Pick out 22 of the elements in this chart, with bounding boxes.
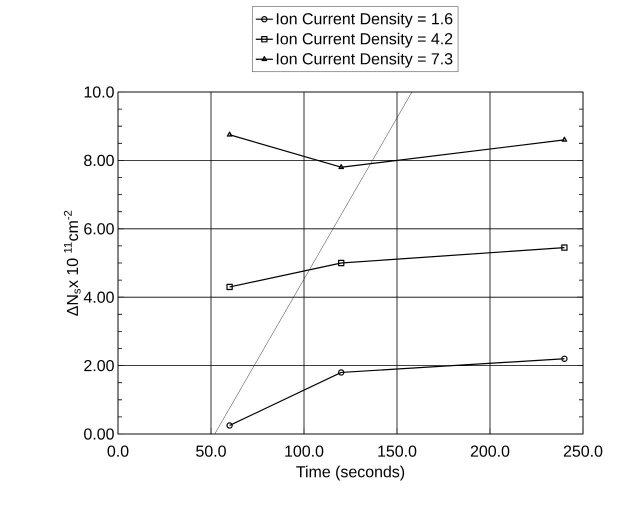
x-tick-label: 150.0 bbox=[378, 446, 416, 457]
y-tick-label: 2.00 bbox=[84, 360, 114, 372]
legend-label: Ion Current Density = 7.3 bbox=[276, 52, 452, 68]
y-tick-label: 10.0 bbox=[84, 86, 114, 98]
y-tick-label: 0.00 bbox=[84, 428, 114, 440]
y-tick-label: 4.00 bbox=[84, 292, 114, 303]
legend-label: Ion Current Density = 1.6 bbox=[276, 12, 452, 28]
point bbox=[338, 164, 344, 170]
point bbox=[338, 260, 344, 266]
point bbox=[226, 284, 233, 290]
legend-label: Ion Current Density = 4.2 bbox=[276, 32, 452, 48]
y-axis-title: ΔN$_{s}$x 10 $^{11}$cm$^{-2}$ bbox=[64, 210, 81, 316]
point bbox=[338, 369, 344, 376]
y-tick-label: 6.00 bbox=[84, 223, 114, 234]
x-tick-label: 100.0 bbox=[285, 446, 324, 457]
y-tick-label: 8.00 bbox=[84, 154, 114, 166]
x-tick-label: 250.0 bbox=[564, 446, 602, 457]
point bbox=[561, 244, 568, 251]
x-axis-title: Time (seconds) bbox=[296, 466, 404, 480]
x-tick-label: 200.0 bbox=[470, 446, 510, 457]
x-tick-label: 50.0 bbox=[196, 446, 226, 457]
x-tick-label: 0.0 bbox=[108, 446, 128, 457]
